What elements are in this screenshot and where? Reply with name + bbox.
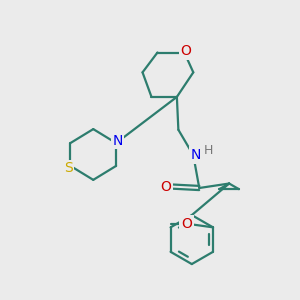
Text: O: O (180, 44, 191, 58)
Text: N: N (191, 148, 202, 162)
Text: O: O (181, 217, 192, 231)
Text: N: N (112, 134, 123, 148)
Text: O: O (160, 179, 171, 194)
Text: S: S (64, 161, 72, 175)
Text: H: H (204, 144, 214, 157)
